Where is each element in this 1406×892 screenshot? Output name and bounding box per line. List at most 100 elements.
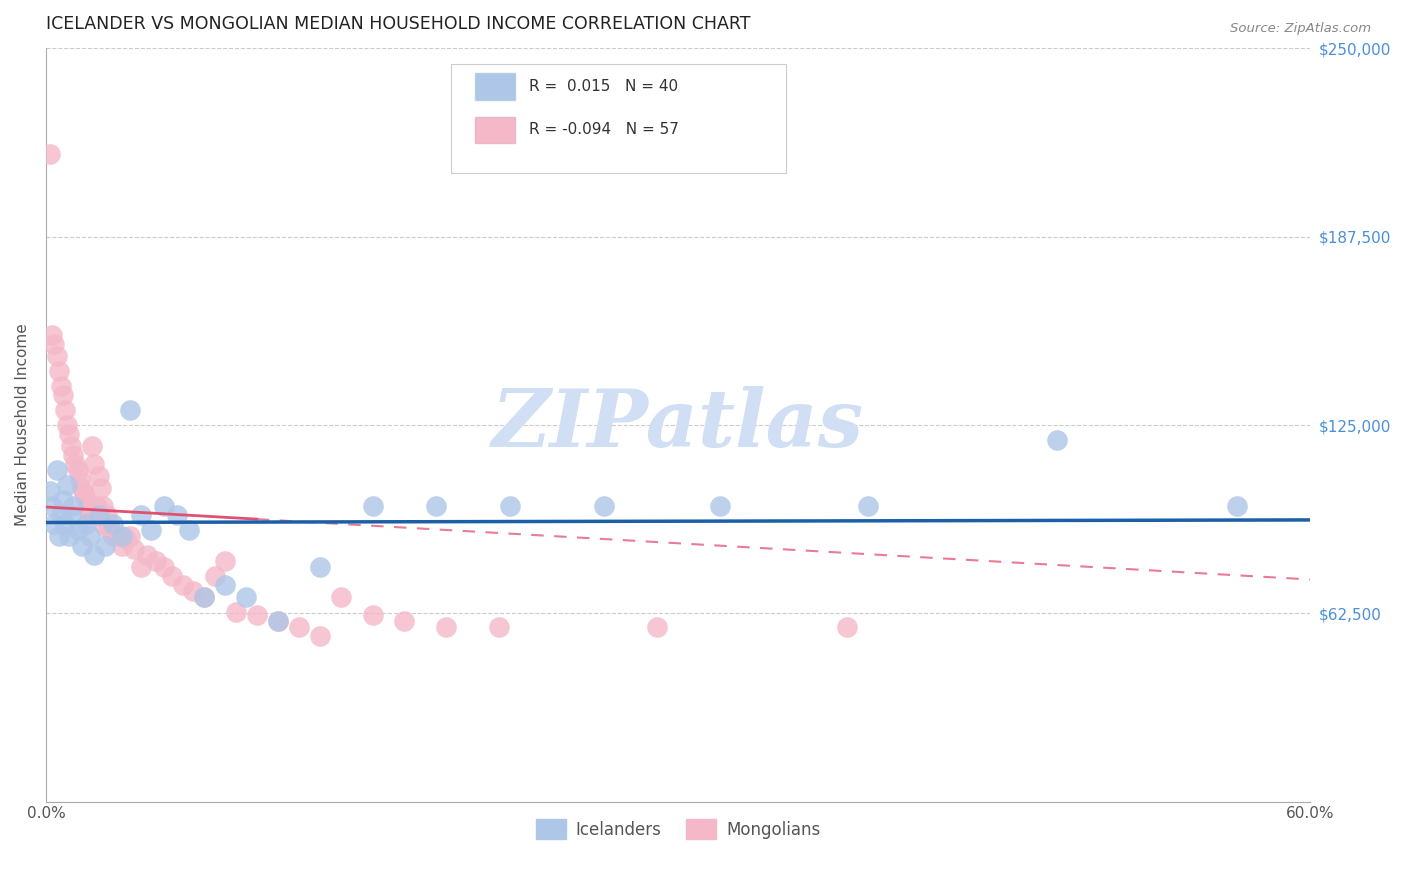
Point bbox=[58, 427, 80, 442]
Point bbox=[361, 500, 384, 514]
FancyBboxPatch shape bbox=[475, 73, 515, 100]
Point bbox=[86, 500, 108, 514]
Point bbox=[73, 487, 96, 501]
Point bbox=[45, 463, 67, 477]
Point bbox=[162, 568, 184, 582]
Text: R = -0.094   N = 57: R = -0.094 N = 57 bbox=[529, 122, 679, 137]
Point bbox=[124, 541, 146, 556]
Point bbox=[66, 463, 89, 477]
Point bbox=[48, 529, 70, 543]
Point bbox=[425, 500, 447, 514]
Text: ZIPatlas: ZIPatlas bbox=[492, 386, 865, 464]
Point bbox=[52, 388, 75, 402]
Point bbox=[70, 481, 93, 495]
Point bbox=[498, 500, 520, 514]
Point bbox=[214, 553, 236, 567]
Point bbox=[309, 629, 332, 643]
Point bbox=[392, 614, 415, 628]
Point bbox=[49, 508, 72, 523]
Point bbox=[593, 500, 616, 514]
Point bbox=[214, 577, 236, 591]
Point bbox=[129, 559, 152, 574]
Point bbox=[87, 469, 110, 483]
Point bbox=[153, 559, 176, 574]
Point bbox=[41, 500, 63, 514]
Point bbox=[361, 607, 384, 622]
Point bbox=[129, 508, 152, 523]
Point bbox=[83, 457, 105, 471]
Point bbox=[94, 520, 117, 534]
Point bbox=[204, 568, 226, 582]
Point bbox=[434, 620, 457, 634]
Point bbox=[56, 417, 79, 432]
Point bbox=[136, 548, 159, 562]
Point bbox=[111, 539, 134, 553]
Point bbox=[709, 500, 731, 514]
Point bbox=[107, 529, 129, 543]
Point bbox=[79, 529, 101, 543]
Point bbox=[90, 481, 112, 495]
Point bbox=[77, 502, 100, 516]
Point bbox=[179, 524, 201, 538]
Point bbox=[235, 590, 257, 604]
Point bbox=[53, 517, 76, 532]
Point bbox=[645, 620, 668, 634]
Point bbox=[120, 403, 142, 417]
Point bbox=[1225, 500, 1247, 514]
Point bbox=[56, 478, 79, 492]
Point bbox=[141, 524, 163, 538]
Point bbox=[83, 548, 105, 562]
Point bbox=[98, 520, 121, 534]
Point bbox=[153, 500, 176, 514]
Point bbox=[145, 553, 167, 567]
Point bbox=[267, 614, 290, 628]
Point bbox=[225, 605, 247, 619]
Point bbox=[58, 529, 80, 543]
Text: ICELANDER VS MONGOLIAN MEDIAN HOUSEHOLD INCOME CORRELATION CHART: ICELANDER VS MONGOLIAN MEDIAN HOUSEHOLD … bbox=[46, 15, 751, 33]
Point bbox=[183, 583, 205, 598]
Point bbox=[70, 539, 93, 553]
Point bbox=[288, 620, 311, 634]
Point bbox=[267, 614, 290, 628]
Point bbox=[60, 508, 83, 523]
Text: R =  0.015   N = 40: R = 0.015 N = 40 bbox=[529, 78, 678, 94]
Point bbox=[62, 500, 84, 514]
Point bbox=[172, 577, 194, 591]
Point bbox=[49, 379, 72, 393]
Point bbox=[120, 529, 142, 543]
Point bbox=[79, 508, 101, 523]
Point bbox=[62, 448, 84, 462]
Point bbox=[39, 147, 62, 161]
Point bbox=[69, 472, 91, 486]
Point bbox=[39, 484, 62, 499]
Point bbox=[91, 500, 114, 514]
Point bbox=[835, 620, 858, 634]
FancyBboxPatch shape bbox=[450, 63, 786, 173]
Y-axis label: Median Household Income: Median Household Income bbox=[15, 324, 30, 526]
Point bbox=[166, 508, 188, 523]
Point bbox=[111, 529, 134, 543]
Point bbox=[193, 590, 215, 604]
Point bbox=[44, 336, 66, 351]
Point bbox=[48, 364, 70, 378]
Point bbox=[246, 607, 269, 622]
Point bbox=[309, 559, 332, 574]
Point bbox=[52, 493, 75, 508]
FancyBboxPatch shape bbox=[475, 117, 515, 144]
Point bbox=[193, 590, 215, 604]
Point bbox=[488, 620, 510, 634]
Point bbox=[66, 524, 89, 538]
Point bbox=[94, 539, 117, 553]
Point bbox=[60, 439, 83, 453]
Point bbox=[53, 403, 76, 417]
Point bbox=[82, 439, 104, 453]
Text: Source: ZipAtlas.com: Source: ZipAtlas.com bbox=[1230, 22, 1371, 36]
Point bbox=[44, 517, 66, 532]
Point bbox=[856, 500, 879, 514]
Point bbox=[41, 327, 63, 342]
Point bbox=[330, 590, 353, 604]
Point bbox=[96, 508, 118, 523]
Point bbox=[103, 517, 125, 532]
Point bbox=[115, 533, 138, 547]
Legend: Icelanders, Mongolians: Icelanders, Mongolians bbox=[529, 813, 827, 846]
